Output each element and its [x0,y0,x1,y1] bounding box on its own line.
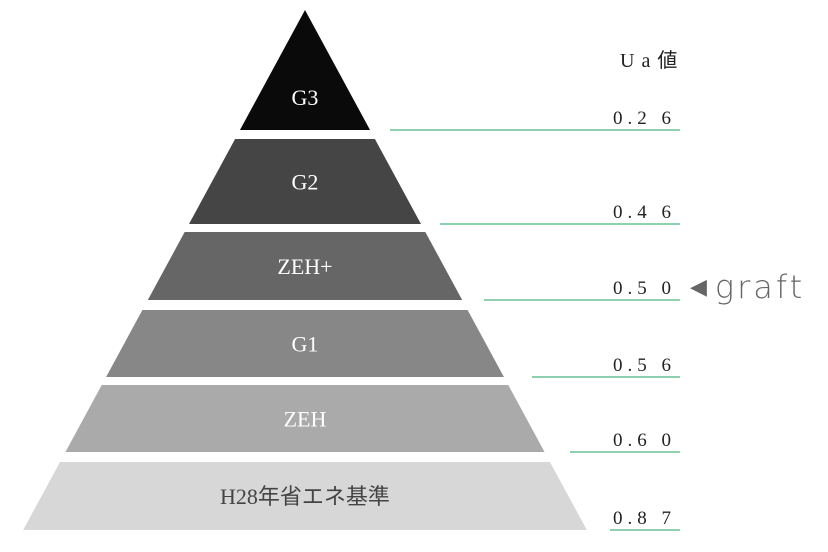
ua-header: U a 値 [620,50,679,72]
tier-label: ZEH+ [277,254,332,279]
tier-label: ZEH [284,407,327,432]
tier-label: G2 [292,170,319,195]
ua-value: 0.5 0 [613,278,676,299]
tier-g3 [239,10,371,130]
tier-label: G1 [292,332,319,357]
left-triangle-icon: ◀ [690,274,707,299]
tier-h28- [23,462,587,530]
tier-label: G3 [292,85,319,110]
graft-marker: ◀ graft [690,268,805,306]
ua-value: 0.4 6 [613,202,676,223]
tier-zeh [65,385,545,452]
graft-label: graft [714,268,806,306]
ua-value: 0.8 7 [613,508,676,529]
tier-g1 [106,310,504,377]
tier-zeh- [147,232,463,300]
ua-value: 0.6 0 [613,430,676,451]
ua-value: 0.5 6 [613,355,676,376]
tier-label: H28年省エネ基準 [220,484,390,509]
ua-value: 0.2 6 [613,108,676,129]
tier-g2 [189,139,421,224]
